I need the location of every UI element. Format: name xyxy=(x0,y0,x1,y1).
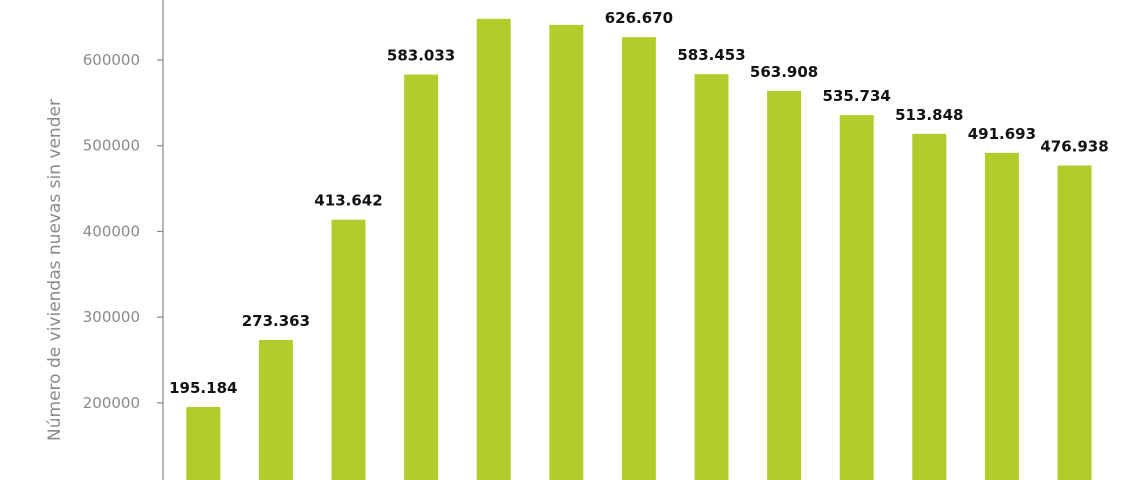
y-tick-label: 300000 xyxy=(83,308,140,326)
bar xyxy=(331,219,366,480)
bar-value-label: 195.184 xyxy=(169,379,237,397)
bar xyxy=(186,406,221,480)
y-tick-label: 200000 xyxy=(83,394,140,412)
bar xyxy=(839,115,874,480)
y-axis: 200000 300000 400000 500000 600000 xyxy=(83,0,164,480)
bar xyxy=(912,133,947,480)
bar-value-label: 273.363 xyxy=(242,312,310,330)
bar-value-label: 583.033 xyxy=(387,47,455,65)
bar xyxy=(767,90,802,480)
bar xyxy=(621,37,656,480)
bar xyxy=(1057,165,1092,480)
bar-value-label: 563.908 xyxy=(750,63,818,81)
bar-value-label: 491.693 xyxy=(968,125,1036,143)
y-tick-label: 500000 xyxy=(83,137,140,155)
bar-value-label: 413.642 xyxy=(314,192,382,210)
bar xyxy=(258,339,293,480)
bar-value-label: 583.453 xyxy=(677,46,745,64)
bar xyxy=(549,24,584,480)
bar-value-label: 476.938 xyxy=(1040,137,1108,155)
bar xyxy=(694,74,729,480)
bar-value-label: 535.734 xyxy=(823,87,891,105)
bars xyxy=(186,18,1092,480)
y-axis-label: Número de viviendas nuevas sin vender xyxy=(45,99,65,441)
bar xyxy=(476,18,511,480)
bar-value-label: 513.848 xyxy=(895,106,963,124)
bar-value-label: 626.670 xyxy=(605,9,673,27)
y-tick-label: 600000 xyxy=(83,51,140,69)
bar xyxy=(404,74,439,480)
bar xyxy=(984,152,1019,480)
data-labels: 195.184 273.363 413.642 583.033 626.670 583.4… xyxy=(169,9,1109,397)
y-tick-label: 400000 xyxy=(83,222,140,240)
